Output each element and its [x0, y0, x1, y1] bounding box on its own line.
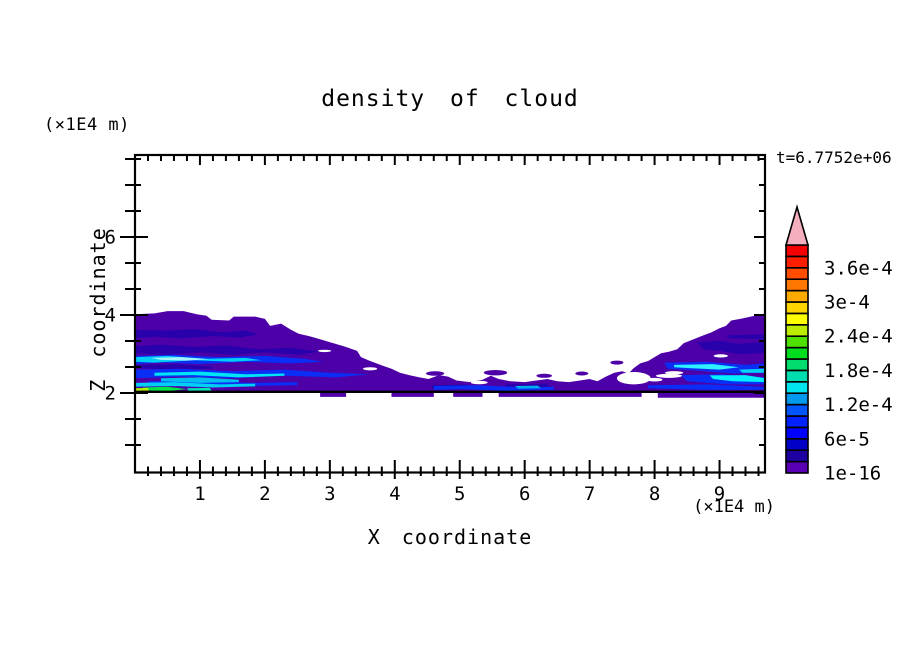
colorbar-segment: [785, 346, 809, 360]
cyan-core-left: [151, 357, 210, 361]
x-tick-label: 5: [454, 483, 465, 505]
cloud-blob-2: [483, 370, 508, 376]
cyan-dash-mid: [514, 385, 541, 389]
colorbar-segment: [785, 335, 809, 349]
colorbar-label: 3.6e-4: [824, 257, 893, 279]
blue-streak-mid: [433, 385, 554, 391]
cyan-streak-left-3: [161, 377, 239, 383]
x-tick-label: 3: [324, 483, 335, 505]
colorbar-segment: [785, 426, 809, 440]
under-strip-5: [657, 393, 765, 398]
hole-4: [646, 377, 663, 382]
x-tick-label: 4: [389, 483, 400, 505]
colorbar-segment: [785, 301, 809, 315]
x-tick-label: 2: [259, 483, 270, 505]
dark-band-left-mid: [135, 344, 321, 355]
colorbar-segment: [785, 437, 809, 451]
colorbar-label: 1.8e-4: [824, 360, 893, 382]
colorbar-segment: [785, 460, 809, 474]
under-strip-3: [453, 393, 483, 397]
y-tick-label: 6: [105, 227, 116, 249]
hole-8: [318, 349, 332, 353]
colorbar-label: 6e-5: [824, 428, 870, 450]
colorbar-segment: [785, 323, 809, 337]
dark-band-right: [696, 340, 765, 354]
colorbar-segment: [785, 266, 809, 280]
hole-3: [655, 373, 682, 378]
cloud-field: [135, 311, 765, 398]
x-tick-label: 7: [584, 483, 595, 505]
hole-5: [616, 372, 651, 385]
x-tick-label: 1: [194, 483, 205, 505]
colorbar: 1e-16 6e-5 1.2e-4 1.8e-4 2.4e-4 3e-4 3.6e-4: [784, 204, 893, 485]
time-annotation: t=6.7752e+06: [776, 148, 892, 167]
under-strip-1: [320, 393, 347, 397]
cyan-streak-left-2: [154, 371, 285, 378]
colorbar-segment: [785, 369, 809, 383]
plot-frame: [133, 153, 767, 474]
x-axis-unit-label: (×1E4 m): [693, 497, 775, 517]
green-streak: [142, 386, 187, 392]
cloud-blob-3: [536, 373, 552, 378]
colorbar-segment: [785, 278, 809, 292]
cyan-streak-right-3: [739, 368, 765, 373]
colorbar-segment: [785, 255, 809, 269]
cyan-streak-right-2: [709, 375, 765, 383]
colorbar-label: 1.2e-4: [824, 394, 893, 416]
colorbar-segment: [785, 392, 809, 406]
cloud-blob-1: [426, 371, 445, 376]
blue-streak-left-2: [135, 368, 369, 379]
colorbar-label: 3e-4: [824, 292, 870, 314]
under-strip-2: [391, 393, 434, 397]
x-tick-label: 6: [519, 483, 530, 505]
hole-1: [470, 380, 488, 385]
colorbar-segment: [785, 403, 809, 417]
blue-streak-right-3: [648, 384, 765, 390]
axis-ticks: [120, 155, 765, 479]
dark-band-left-low: [135, 364, 213, 370]
cyan-streak-left-4: [135, 382, 256, 388]
colorbar-segment: [785, 415, 809, 429]
tick-labels: 1 2 3 4 5 6 7 8 9 2 4 6: [105, 227, 726, 506]
cloud-blob-4: [575, 371, 589, 376]
dark-band-right-thin: [726, 334, 765, 340]
y-tick-label: 2: [105, 383, 116, 405]
under-strip-4: [498, 393, 642, 397]
hole-7: [665, 371, 684, 375]
colorbar-segment: [785, 358, 809, 372]
turquoise-dash: [187, 387, 212, 391]
y-tick-label: 4: [105, 305, 116, 327]
yellow-green-dash: [135, 387, 150, 392]
dark-band-left-upper: [135, 329, 259, 339]
colorbar-overflow-arrow: [784, 204, 810, 246]
x-axis-title: X coordinate: [367, 525, 533, 549]
colorbar-segment: [785, 244, 809, 258]
colorbar-label: 2.4e-4: [824, 326, 893, 348]
colorbar-segment: [785, 289, 809, 303]
x-tick-label: 8: [649, 483, 660, 505]
chart-title: density of cloud: [321, 86, 579, 112]
x-tick-label: 9: [714, 483, 725, 505]
y-axis-unit-label: (×1E4 m): [44, 115, 130, 135]
colorbar-label: 1e-16: [824, 463, 881, 485]
cyan-streak-right-1: [674, 364, 739, 370]
colorbar-segment: [785, 449, 809, 463]
colorbar-segment: [785, 312, 809, 326]
cloud-blob-5: [610, 360, 624, 365]
hole-2: [363, 367, 378, 371]
colorbar-segment: [785, 380, 809, 394]
hole-6: [713, 354, 728, 358]
